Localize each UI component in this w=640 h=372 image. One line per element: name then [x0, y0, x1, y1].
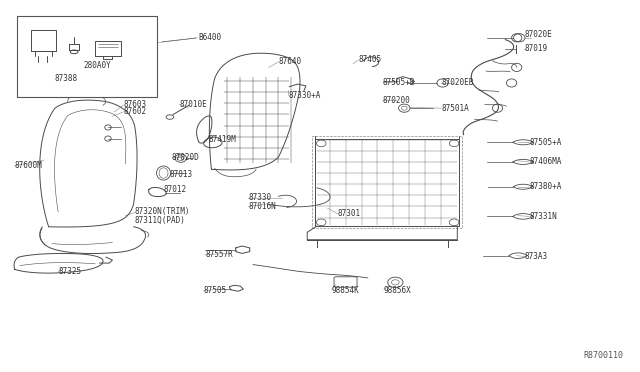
Text: 87325: 87325 — [58, 267, 81, 276]
Text: 87557R: 87557R — [205, 250, 233, 259]
Text: 87380+A: 87380+A — [529, 182, 562, 191]
Text: 87406MA: 87406MA — [529, 157, 562, 166]
Text: 87419M: 87419M — [208, 135, 236, 144]
Text: 87388: 87388 — [55, 74, 78, 83]
Text: 87012: 87012 — [164, 185, 187, 194]
Text: 87602: 87602 — [124, 108, 147, 116]
Text: 87640: 87640 — [278, 57, 301, 66]
Text: 87405: 87405 — [358, 55, 381, 64]
Text: 87505+A: 87505+A — [529, 138, 562, 147]
Text: 87331N: 87331N — [529, 212, 557, 221]
Bar — [312, 136, 463, 228]
Text: 87013: 87013 — [170, 170, 193, 179]
Text: 87020EB: 87020EB — [442, 78, 474, 87]
Text: 87311Q(PAD): 87311Q(PAD) — [135, 216, 186, 225]
Text: 98856X: 98856X — [384, 286, 412, 295]
Text: 87600M: 87600M — [15, 161, 42, 170]
Text: 87505: 87505 — [204, 286, 227, 295]
Text: B6400: B6400 — [198, 33, 222, 42]
Text: 87020D: 87020D — [172, 153, 200, 161]
Text: R8700110: R8700110 — [583, 351, 623, 360]
Text: 873A3: 873A3 — [524, 252, 547, 261]
Text: 87010E: 87010E — [179, 100, 207, 109]
Bar — [17, 16, 157, 97]
Text: 87320N(TRIM): 87320N(TRIM) — [135, 208, 190, 217]
Text: 87330: 87330 — [248, 193, 271, 202]
Text: 87330+A: 87330+A — [288, 91, 321, 100]
Text: 280A0Y: 280A0Y — [84, 61, 111, 70]
Text: 87501A: 87501A — [442, 104, 469, 113]
Text: 87505+B: 87505+B — [383, 78, 415, 87]
Text: 87016N: 87016N — [248, 202, 276, 211]
Text: 87301: 87301 — [338, 209, 361, 218]
Text: 87020E: 87020E — [524, 30, 552, 39]
Text: 87019: 87019 — [524, 44, 547, 53]
Text: 870200: 870200 — [383, 96, 410, 105]
Text: 87603: 87603 — [124, 100, 147, 109]
Text: 98854K: 98854K — [332, 286, 359, 295]
